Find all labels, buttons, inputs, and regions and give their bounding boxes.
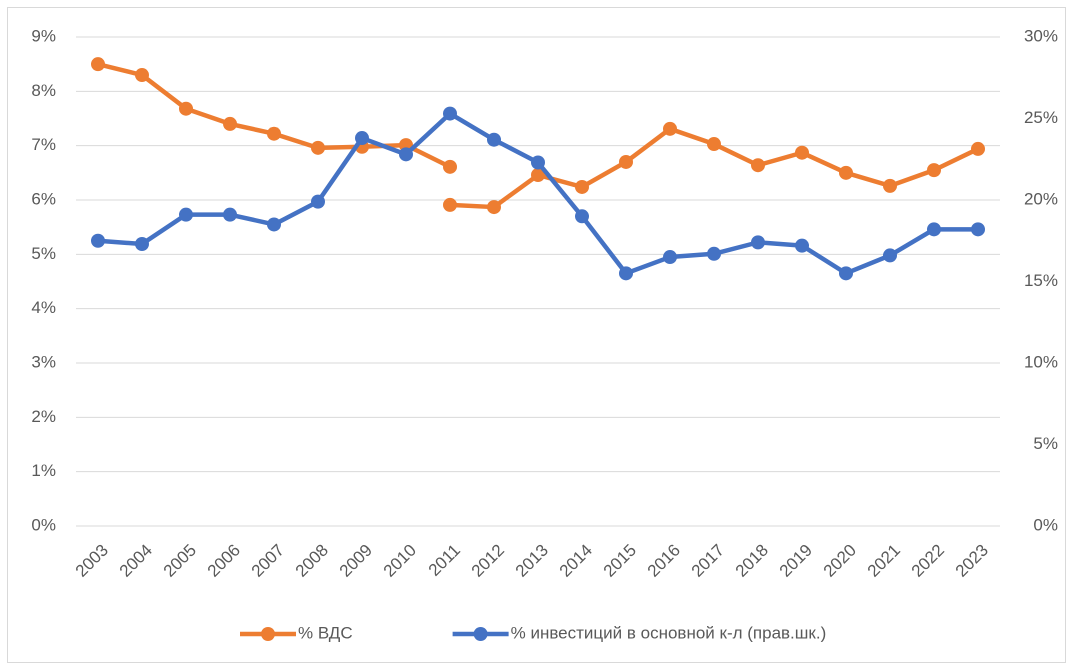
data-point xyxy=(487,200,501,215)
legend-marker xyxy=(261,627,275,641)
data-point xyxy=(619,154,633,169)
data-point xyxy=(663,250,677,265)
y2-tick-label: 20% xyxy=(1024,189,1058,208)
data-point xyxy=(751,235,765,250)
y-tick-label: 8% xyxy=(31,81,56,100)
y2-tick-label: 30% xyxy=(1024,26,1058,45)
data-point xyxy=(267,217,281,232)
data-point xyxy=(795,145,809,160)
chart-border xyxy=(7,7,1066,663)
y2-tick-label: 15% xyxy=(1024,271,1058,290)
data-point xyxy=(663,121,677,136)
y-tick-label: 6% xyxy=(31,189,56,208)
data-point xyxy=(135,68,149,83)
data-point xyxy=(795,238,809,253)
data-point xyxy=(179,207,193,222)
y-tick-label: 9% xyxy=(31,26,56,45)
data-point xyxy=(311,194,325,209)
data-point xyxy=(575,179,589,194)
y2-tick-label: 25% xyxy=(1024,108,1058,127)
data-point xyxy=(355,131,369,146)
data-point xyxy=(971,222,985,237)
y-tick-label: 5% xyxy=(31,244,56,263)
data-point xyxy=(179,101,193,116)
data-point xyxy=(91,233,105,248)
data-point xyxy=(311,140,325,155)
data-point xyxy=(619,266,633,281)
data-point xyxy=(883,248,897,263)
y-tick-label: 0% xyxy=(31,515,56,534)
data-point xyxy=(443,159,457,174)
y2-tick-label: 0% xyxy=(1033,515,1058,534)
data-point xyxy=(267,126,281,141)
data-point xyxy=(223,116,237,131)
data-point xyxy=(223,207,237,222)
data-point xyxy=(575,209,589,224)
legend-label: % ВДС xyxy=(298,623,353,642)
data-point xyxy=(927,163,941,178)
data-point xyxy=(531,168,545,183)
data-point xyxy=(839,165,853,180)
data-point xyxy=(487,132,501,147)
data-point xyxy=(883,178,897,193)
data-point xyxy=(443,197,457,212)
data-point xyxy=(971,141,985,156)
y-tick-label: 2% xyxy=(31,407,56,426)
y-tick-label: 1% xyxy=(31,461,56,480)
data-point xyxy=(399,147,413,162)
data-point xyxy=(927,222,941,237)
data-point xyxy=(707,246,721,261)
legend-marker xyxy=(473,627,488,641)
data-point xyxy=(707,137,721,152)
y-tick-label: 4% xyxy=(31,298,56,317)
data-point xyxy=(751,158,765,173)
data-point xyxy=(443,106,457,121)
data-point xyxy=(531,155,545,170)
y-tick-label: 3% xyxy=(31,352,56,371)
data-point xyxy=(91,57,105,72)
y2-tick-label: 10% xyxy=(1024,352,1058,371)
data-point xyxy=(839,266,853,281)
data-point xyxy=(135,237,149,252)
y2-tick-label: 5% xyxy=(1033,434,1058,453)
y-tick-label: 7% xyxy=(31,135,56,154)
legend-label: % инвестиций в основной к-л (прав.шк.) xyxy=(511,623,827,642)
